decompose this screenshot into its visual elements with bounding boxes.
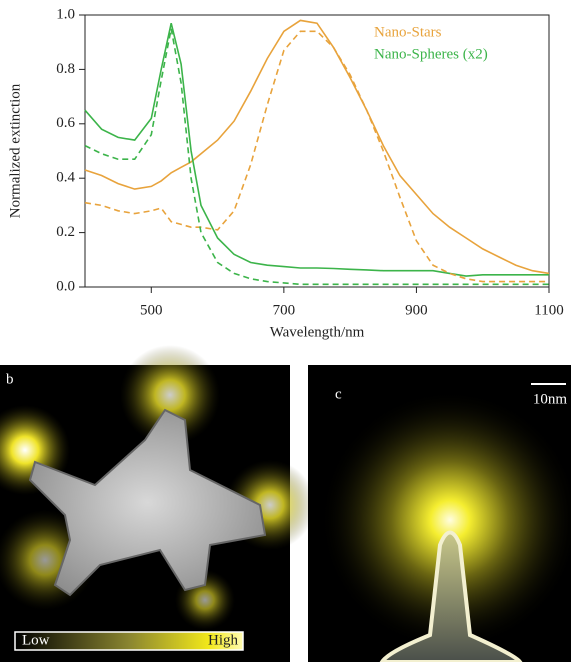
- panel-b: b Low High: [0, 345, 315, 662]
- legend-entry: Nano-Spheres (x2): [374, 46, 488, 62]
- line-chart: 0.0 0.2 0.4 0.6 0.8 1.0 500 700 900 1100 Wavelengt…: [7, 6, 563, 340]
- y-tick-label: 0.4: [56, 170, 75, 186]
- colorbar-low: Low: [22, 632, 50, 648]
- x-tick-label: 900: [405, 302, 428, 318]
- field-glow: [320, 390, 571, 650]
- y-tick-label: 0.8: [56, 61, 75, 77]
- series-line: [84, 23, 549, 277]
- x-axis-label: Wavelength/nm: [270, 324, 365, 340]
- y-axis-label: Normalized extinction: [7, 83, 23, 218]
- x-tick-label: 700: [273, 302, 296, 318]
- panel-c: c 10nm: [308, 365, 571, 662]
- scale-bar-label: 10nm: [533, 391, 568, 407]
- colorbar-high: High: [208, 632, 239, 648]
- x-tick-label: 500: [140, 302, 163, 318]
- legend-entry: Nano-Stars: [374, 24, 442, 40]
- tip: [379, 530, 523, 662]
- hotspot: [120, 345, 220, 445]
- series-line: [84, 19, 550, 275]
- panel-label: c: [335, 386, 342, 402]
- nanostar: [28, 408, 267, 597]
- panel-label: b: [6, 371, 14, 387]
- y-tick-label: 0.2: [56, 224, 75, 240]
- series-line: [84, 30, 549, 283]
- y-tick-label: 0.6: [56, 115, 75, 131]
- series-line: [84, 28, 549, 286]
- y-tick-label: 1.0: [56, 6, 75, 22]
- y-tick-label: 0.0: [56, 278, 75, 294]
- colorbar: [14, 631, 244, 651]
- plot-frame: [84, 14, 550, 288]
- x-tick-label: 1100: [534, 302, 563, 318]
